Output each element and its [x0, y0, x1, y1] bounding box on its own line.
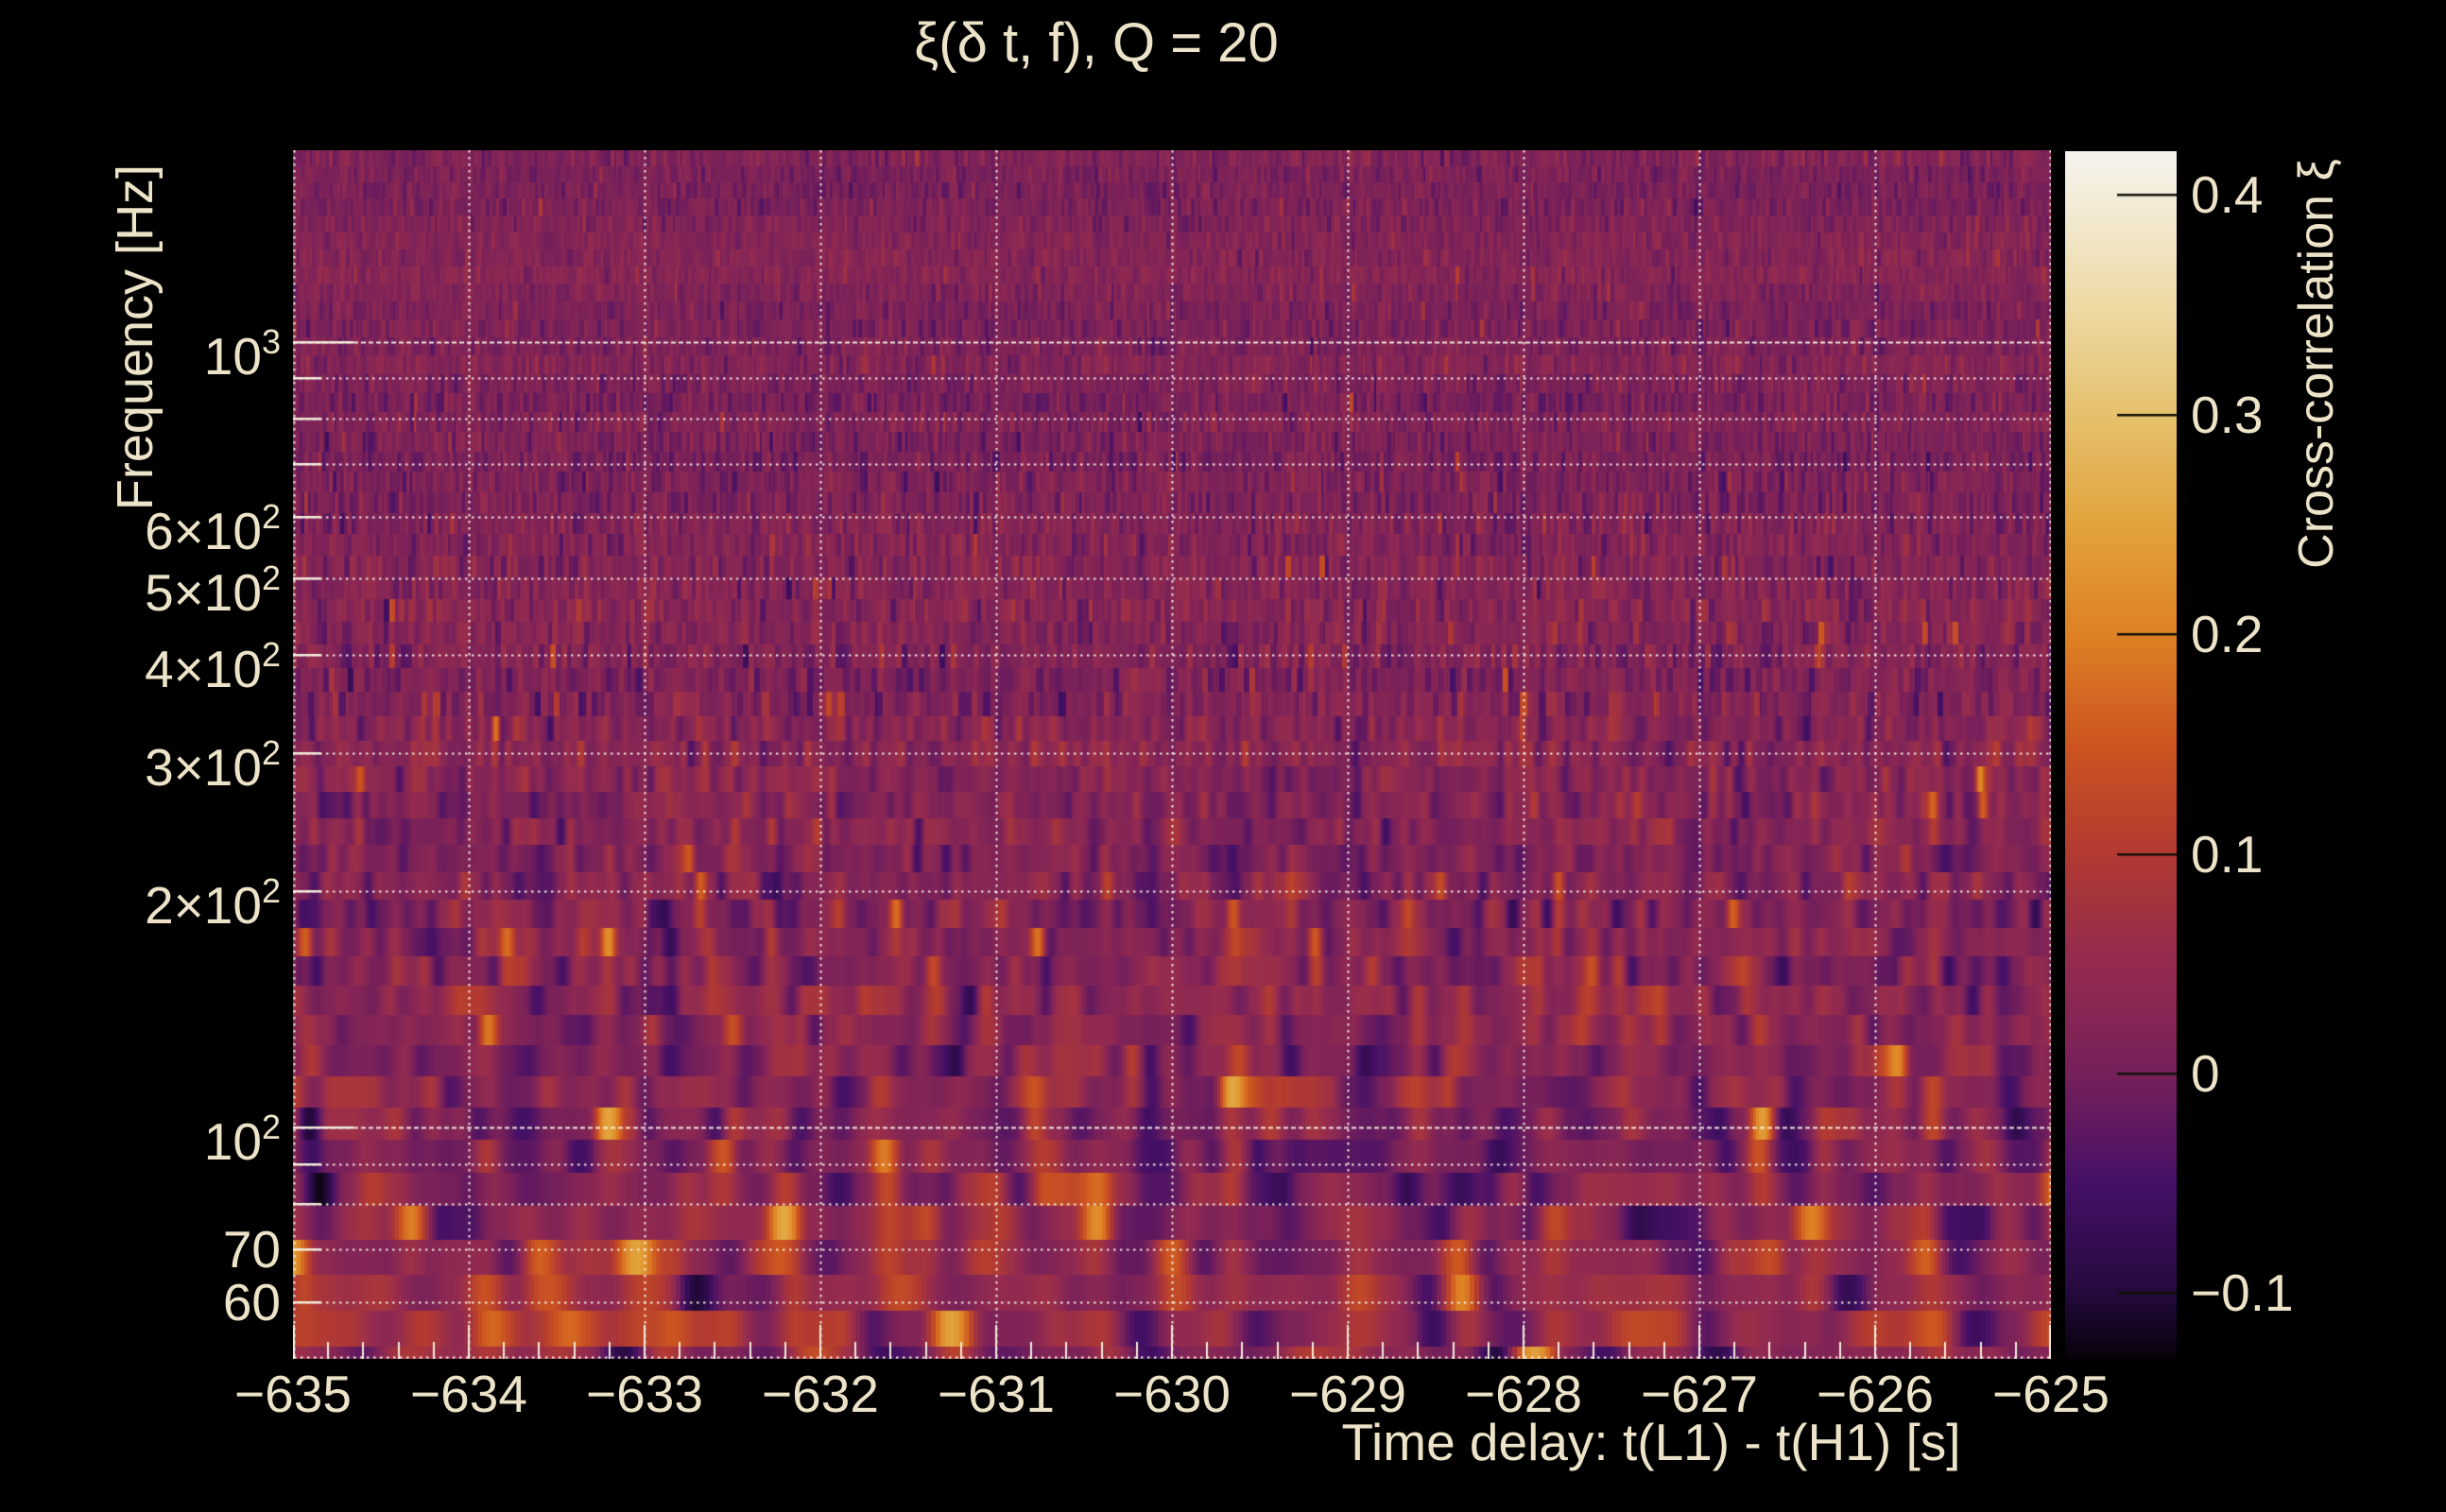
colorbar-tick-label: 0.3 — [2191, 385, 2264, 444]
y-axis-title: Frequency [Hz] — [107, 163, 164, 511]
x-tick-label: −628 — [1465, 1365, 1582, 1423]
x-tick-label: −632 — [762, 1365, 879, 1423]
colorbar-gradient — [2065, 151, 2177, 1359]
x-tick-label: −631 — [938, 1365, 1055, 1423]
colorbar-tick-label: 0.2 — [2191, 605, 2264, 664]
colorbar-title: Cross-correlation ξ — [2289, 159, 2344, 569]
x-tick-label: −627 — [1641, 1365, 1758, 1423]
x-tick-label: −625 — [1992, 1365, 2110, 1423]
y-tick-label: 103 — [203, 322, 281, 387]
spectrogram-heatmap — [293, 150, 2051, 1359]
y-tick-label: 60 — [222, 1272, 281, 1332]
y-tick-label: 102 — [203, 1108, 281, 1172]
y-tick-label: 70 — [222, 1220, 281, 1280]
x-tick-label: −635 — [234, 1365, 352, 1423]
y-tick-label: 3×102 — [145, 732, 281, 797]
colorbar-tick-label: 0 — [2191, 1043, 2220, 1103]
x-tick-label: −626 — [1817, 1365, 1934, 1423]
y-tick-label: 2×102 — [145, 871, 281, 936]
y-tick-label: 4×102 — [145, 634, 281, 698]
x-tick-label: −629 — [1289, 1365, 1406, 1423]
x-tick-label: −634 — [410, 1365, 527, 1423]
chart-title: ξ(δ t, f), Q = 20 — [914, 12, 1279, 74]
colorbar-tick-label: 0.4 — [2191, 165, 2264, 225]
y-tick-label: 6×102 — [145, 496, 281, 560]
colorbar-tick-label: −0.1 — [2191, 1263, 2294, 1323]
x-tick-label: −630 — [1113, 1365, 1231, 1423]
colorbar-tick-label: 0.1 — [2191, 824, 2264, 884]
y-tick-label: 5×102 — [145, 558, 281, 623]
x-tick-label: −633 — [586, 1365, 703, 1423]
x-axis-title: Time delay: t(L1) - t(H1) [s] — [1341, 1413, 1961, 1471]
